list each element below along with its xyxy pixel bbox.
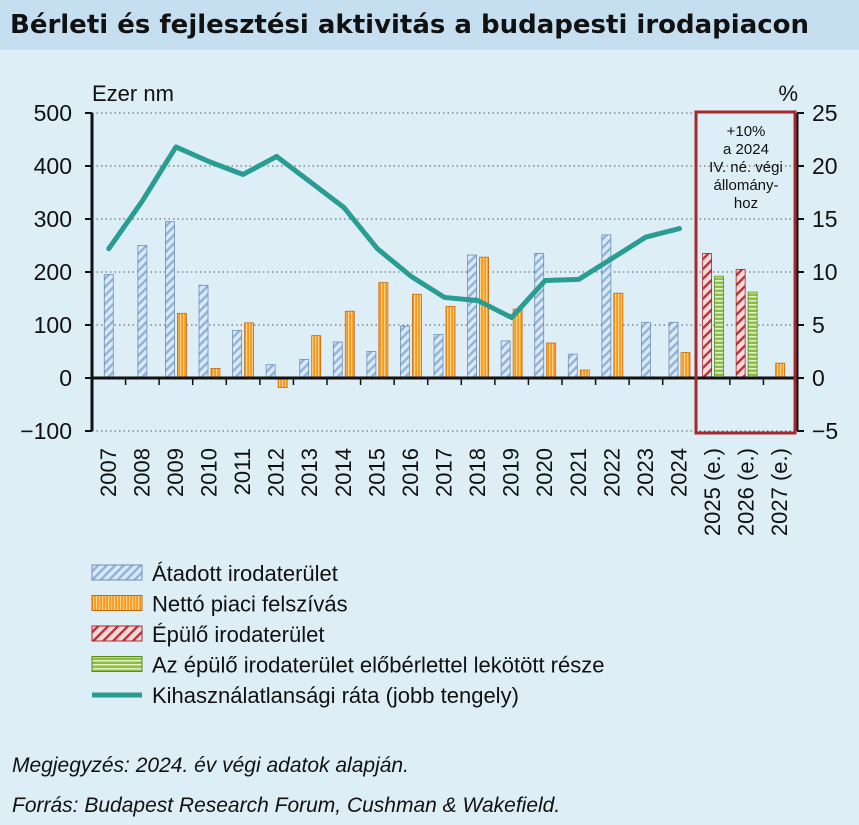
bar-series — [103, 221, 786, 388]
bar-atadott — [232, 329, 242, 379]
gridlines — [92, 112, 797, 432]
right-tick-label: 0 — [812, 365, 825, 391]
left-tick-label: −100 — [20, 418, 72, 444]
legend-label: Az épülő irodaterület előbérlettel leköt… — [152, 653, 604, 678]
category-label: 2009 — [163, 448, 188, 497]
left-tick-label: 0 — [59, 365, 72, 391]
category-label: 2021 — [566, 448, 591, 497]
line-kihasznalatlansagi-rata — [106, 144, 682, 321]
category-label: 2026 (e.) — [734, 448, 759, 536]
bar-atadott — [433, 334, 444, 379]
line-series — [106, 144, 682, 321]
bar-atadott — [137, 245, 148, 379]
left-tick-label: 300 — [34, 206, 72, 232]
bar-netto-felszivas — [546, 342, 557, 379]
category-label: 2015 — [364, 448, 389, 497]
category-label: 2012 — [264, 448, 289, 497]
bar-netto-felszivas — [311, 335, 322, 379]
bar-atadott — [103, 274, 114, 379]
legend-swatch-netto-felszivas — [91, 595, 143, 611]
category-label: 2010 — [197, 448, 222, 497]
title-bar — [0, 0, 859, 50]
bar-atadott — [641, 321, 651, 379]
bar-epulo — [735, 268, 746, 379]
right-tick-label: 15 — [812, 206, 838, 232]
bar-atadott — [467, 254, 477, 379]
left-tick-label: 200 — [34, 259, 72, 285]
category-label: 2022 — [599, 448, 624, 497]
category-label: 2007 — [96, 448, 121, 497]
legend: Átadott irodaterület Nettó piaci felszívá… — [91, 561, 604, 708]
tick-labels: −100 0 100 200 300 400 500 −5 0 5 10 15 20 25 2007 2008… — [20, 100, 838, 536]
bar-epulo — [702, 253, 712, 379]
forecast-highlight-box — [694, 110, 797, 435]
bar-eloberlet — [714, 275, 724, 379]
bar-atadott — [668, 321, 679, 379]
bar-netto-felszivas — [445, 306, 456, 379]
bar-netto-felszivas — [479, 256, 489, 379]
bar-netto-felszivas — [344, 310, 355, 379]
bar-atadott — [299, 359, 310, 379]
right-tick-label: 5 — [812, 312, 825, 338]
bar-netto-felszivas — [512, 308, 523, 379]
bar-netto-felszivas — [412, 293, 422, 379]
left-tick-label: 500 — [34, 100, 72, 126]
category-label: 2023 — [633, 448, 658, 497]
category-label: 2027 (e.) — [767, 448, 792, 536]
category-label: 2025 (e.) — [700, 448, 725, 536]
bar-atadott — [400, 325, 410, 379]
category-label: 2013 — [297, 448, 322, 497]
right-tick-label: 10 — [812, 259, 838, 285]
bar-netto-felszivas — [775, 362, 786, 379]
right-tick-label: 20 — [812, 153, 838, 179]
chart-source: Forrás: Budapest Research Forum, Cushman… — [12, 794, 560, 817]
legend-swatch-eloberlet — [91, 656, 143, 672]
bar-atadott — [265, 364, 276, 379]
legend-swatch-atadott — [91, 564, 143, 581]
forecast-annotation: +10% a 2024 IV. né. végi állomány-hoz — [709, 123, 783, 212]
category-label: 2016 — [398, 448, 423, 497]
axes — [85, 112, 804, 432]
legend-label: Kihasználatlansági ráta (jobb tengely) — [152, 683, 519, 708]
category-label: 2024 — [667, 448, 692, 497]
bar-netto-felszivas — [244, 322, 254, 379]
right-tick-label: 25 — [812, 100, 838, 126]
right-axis-label: % — [778, 81, 798, 106]
bar-netto-felszivas — [680, 352, 691, 379]
bar-atadott — [366, 351, 377, 379]
bar-atadott — [534, 253, 545, 379]
bar-netto-felszivas — [378, 282, 389, 379]
category-label: 2019 — [499, 448, 524, 497]
legend-label: Nettó piaci felszívás — [152, 592, 348, 617]
left-tick-label: 400 — [34, 153, 72, 179]
bar-atadott — [601, 234, 612, 379]
bar-atadott — [198, 284, 209, 379]
chart-note: Megjegyzés: 2024. év végi adatok alapján… — [12, 754, 409, 777]
bar-atadott — [567, 353, 578, 379]
category-label: 2020 — [532, 448, 557, 497]
left-tick-label: 100 — [34, 312, 72, 338]
left-axis-label: Ezer nm — [92, 81, 174, 106]
bar-eloberlet — [747, 291, 758, 379]
right-tick-label: −5 — [812, 418, 838, 444]
legend-label: Átadott irodaterület — [152, 561, 338, 586]
legend-label: Épülő irodaterület — [152, 622, 324, 647]
category-label: 2011 — [230, 448, 255, 495]
bar-netto-felszivas — [177, 312, 187, 379]
bar-atadott — [500, 340, 511, 379]
bar-atadott — [332, 341, 343, 379]
category-label: 2018 — [465, 448, 490, 497]
category-label: 2017 — [432, 448, 457, 497]
category-label: 2014 — [331, 448, 356, 497]
legend-swatch-epulo — [91, 625, 143, 642]
bar-atadott — [165, 221, 175, 379]
bar-netto-felszivas — [613, 292, 624, 379]
chart-title: Bérleti és fejlesztési aktivitás a budap… — [10, 10, 809, 40]
category-label: 2008 — [129, 448, 154, 497]
